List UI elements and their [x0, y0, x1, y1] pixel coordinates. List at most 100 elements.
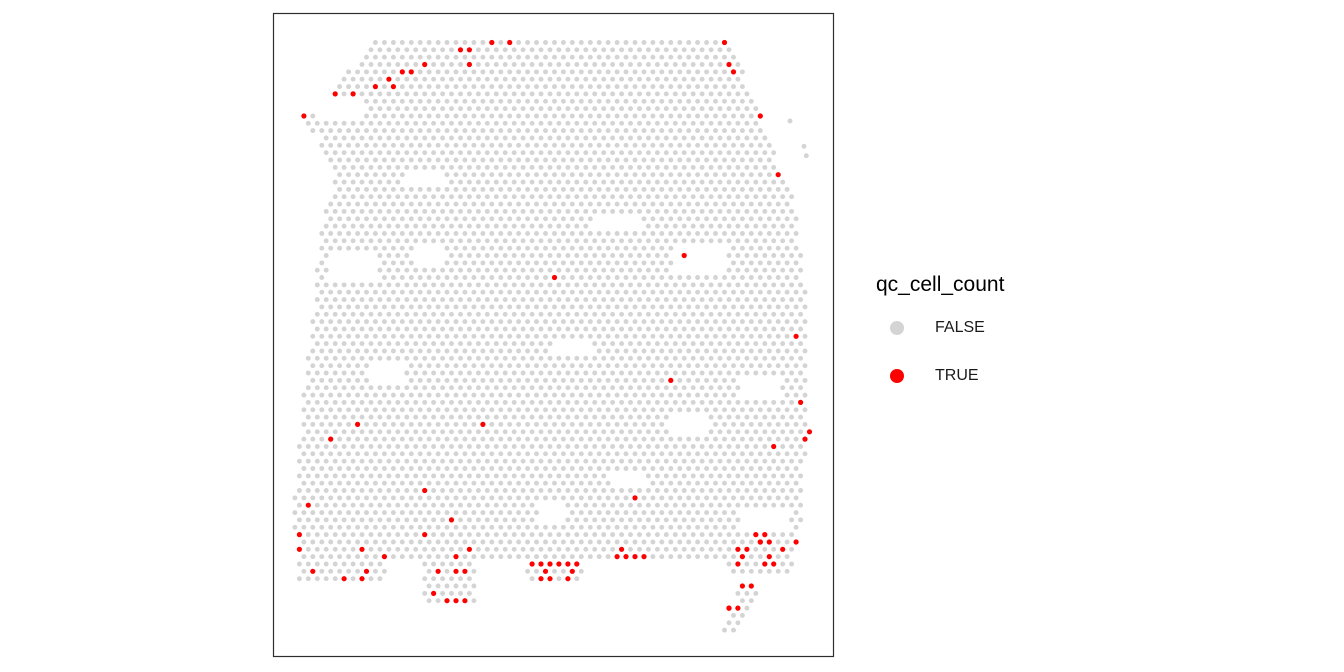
spot [466, 517, 472, 523]
spot [332, 282, 338, 288]
spot [619, 532, 625, 538]
spot [672, 164, 678, 170]
spot [610, 311, 616, 317]
spot [744, 341, 750, 347]
spot [569, 421, 575, 427]
spot [793, 245, 799, 251]
spot [377, 444, 383, 449]
spot [592, 297, 598, 303]
spot [587, 260, 593, 266]
spot [449, 370, 454, 376]
spot [663, 355, 669, 361]
spot [368, 517, 374, 523]
spot [395, 179, 401, 185]
spot [695, 524, 701, 530]
spot [556, 194, 562, 200]
spot [650, 128, 656, 134]
spot [569, 54, 575, 60]
spot [372, 539, 378, 545]
spot [654, 267, 660, 273]
spot [552, 289, 557, 295]
spot [453, 421, 459, 427]
spot [735, 326, 741, 332]
spot [699, 194, 705, 200]
spot [614, 495, 620, 501]
spot [462, 98, 468, 104]
spot [462, 510, 468, 516]
spot [605, 40, 611, 45]
spot [328, 436, 334, 442]
spot [422, 473, 428, 479]
spot [462, 275, 468, 280]
spot [645, 106, 651, 112]
spot [386, 297, 392, 303]
spot [355, 69, 361, 75]
spot [614, 186, 620, 192]
spot [502, 502, 508, 508]
spot [556, 326, 562, 332]
spot [619, 399, 625, 405]
spot [386, 238, 392, 244]
spot [511, 399, 517, 405]
spot [399, 245, 405, 251]
spot [802, 289, 808, 295]
spot [771, 399, 777, 405]
spot [672, 370, 678, 376]
spot [399, 348, 405, 354]
spot [771, 488, 777, 493]
spot [614, 510, 620, 516]
spot [637, 238, 642, 244]
spot [789, 517, 795, 523]
spot [372, 568, 378, 574]
spot [547, 546, 553, 552]
spot [435, 554, 441, 560]
spot [677, 275, 683, 280]
spot [663, 385, 669, 391]
spot [408, 554, 414, 560]
spot [372, 319, 378, 325]
spot [399, 436, 405, 442]
spot [377, 194, 383, 200]
spot [377, 47, 383, 53]
spot [296, 444, 302, 449]
spot [704, 363, 710, 369]
spot [399, 172, 405, 178]
spot [753, 326, 759, 332]
spot [355, 495, 361, 501]
spot [722, 480, 727, 486]
spot [780, 223, 786, 229]
spot [511, 253, 517, 258]
spot [681, 194, 687, 200]
spot [417, 98, 423, 104]
spot [462, 201, 468, 207]
spot [695, 201, 701, 207]
spot [444, 289, 450, 295]
spot [502, 164, 508, 170]
spot [368, 385, 374, 391]
spot [422, 91, 428, 97]
spot [381, 510, 387, 516]
spot [386, 429, 392, 435]
spot [632, 451, 638, 457]
spot [645, 62, 651, 67]
spot [610, 355, 616, 361]
spot [614, 451, 620, 457]
spot [726, 223, 732, 229]
spot [480, 451, 486, 457]
spot [574, 326, 580, 332]
spot [610, 76, 616, 82]
spot [587, 84, 593, 90]
spot [516, 510, 522, 516]
spot [668, 539, 674, 545]
spot [538, 370, 544, 376]
spot [332, 238, 338, 244]
spot [386, 488, 392, 493]
spot [413, 399, 419, 405]
spot [484, 326, 490, 332]
spot [654, 76, 660, 82]
spot [529, 238, 535, 244]
spot [431, 385, 437, 391]
spot [368, 179, 374, 185]
spot [744, 399, 750, 405]
spot [386, 62, 392, 67]
